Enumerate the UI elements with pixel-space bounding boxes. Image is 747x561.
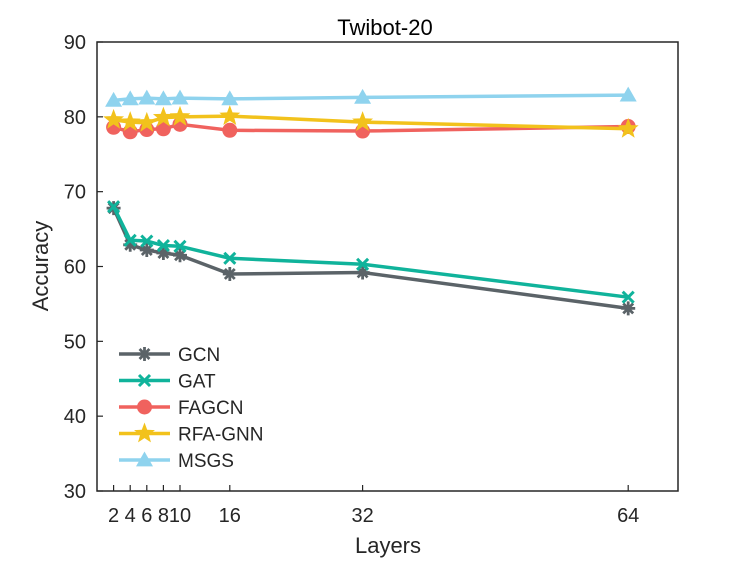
data-point xyxy=(107,200,121,214)
data-point xyxy=(123,237,138,252)
series-layer xyxy=(103,86,639,316)
y-tick-label: 70 xyxy=(64,182,86,204)
data-point xyxy=(119,111,141,131)
legend-marker xyxy=(137,347,152,361)
legend-item: FAGCN xyxy=(119,398,243,419)
x-tick-label: 6 xyxy=(141,505,152,527)
series-line xyxy=(112,205,629,299)
x-tick-label: 16 xyxy=(219,505,241,527)
y-tick-label: 60 xyxy=(64,257,86,279)
data-point xyxy=(155,121,171,137)
data-point xyxy=(103,108,125,129)
data-point xyxy=(171,89,189,105)
legend-marker xyxy=(134,422,155,443)
legend-marker xyxy=(137,399,152,415)
data-point xyxy=(621,290,635,304)
series-gat xyxy=(107,200,635,304)
legend-marker xyxy=(137,373,152,388)
data-point xyxy=(355,265,370,280)
y-tick-label: 50 xyxy=(64,331,86,353)
y-tick-label: 90 xyxy=(64,32,86,54)
data-point xyxy=(617,117,639,138)
legend-item: MSGS xyxy=(119,451,234,472)
data-point xyxy=(138,89,156,105)
x-tick-label: 2 xyxy=(108,505,119,527)
data-point xyxy=(105,91,123,107)
data-point xyxy=(352,111,374,131)
data-point xyxy=(219,105,241,125)
legend-label: GAT xyxy=(178,372,216,393)
x-axis: 2 4 6 8 10 16 32 64 xyxy=(108,485,639,527)
data-point xyxy=(222,266,237,281)
x-tick-label: 4 xyxy=(125,505,136,527)
legend-label: FAGCN xyxy=(178,398,243,419)
data-point xyxy=(354,88,372,104)
legend-label: RFA-GNN xyxy=(178,425,264,446)
data-point xyxy=(173,239,187,253)
data-point xyxy=(619,86,637,102)
data-point xyxy=(221,90,239,106)
legend-label: MSGS xyxy=(178,451,234,472)
x-axis-label: Layers xyxy=(355,533,421,558)
data-point xyxy=(169,105,191,126)
data-point xyxy=(154,90,172,106)
legend-item: RFA-GNN xyxy=(119,422,264,446)
data-point xyxy=(156,246,171,261)
data-point xyxy=(140,234,154,248)
data-point xyxy=(222,122,238,138)
y-axis: 30 40 50 60 70 80 90 xyxy=(64,32,103,503)
legend: GCN GAT FAGCN RFA-GNN MSGS xyxy=(119,345,264,472)
chart-title: Twibot-20 xyxy=(337,15,432,40)
data-point xyxy=(152,106,174,127)
x-tick-label: 32 xyxy=(351,505,373,527)
legend-item: GCN xyxy=(119,345,220,366)
data-point xyxy=(156,238,170,253)
y-axis-label: Accuracy xyxy=(28,221,53,311)
data-point xyxy=(139,243,154,258)
series-rfa-gnn xyxy=(103,105,639,138)
series-msgs xyxy=(105,86,637,107)
y-tick-label: 40 xyxy=(64,406,86,428)
legend-item: GAT xyxy=(119,372,216,393)
y-tick-label: 30 xyxy=(64,481,86,503)
x-tick-label: 10 xyxy=(169,505,191,527)
data-point xyxy=(621,301,636,316)
y-tick-label: 80 xyxy=(64,107,86,129)
data-point xyxy=(173,248,187,263)
data-point xyxy=(136,111,158,132)
data-point xyxy=(356,257,370,271)
x-tick-label: 64 xyxy=(617,505,639,527)
legend-label: GCN xyxy=(178,345,220,366)
x-tick-label: 8 xyxy=(158,505,169,527)
data-point xyxy=(121,90,139,106)
data-point xyxy=(223,251,237,265)
legend-marker xyxy=(136,451,153,467)
data-point xyxy=(123,233,137,247)
